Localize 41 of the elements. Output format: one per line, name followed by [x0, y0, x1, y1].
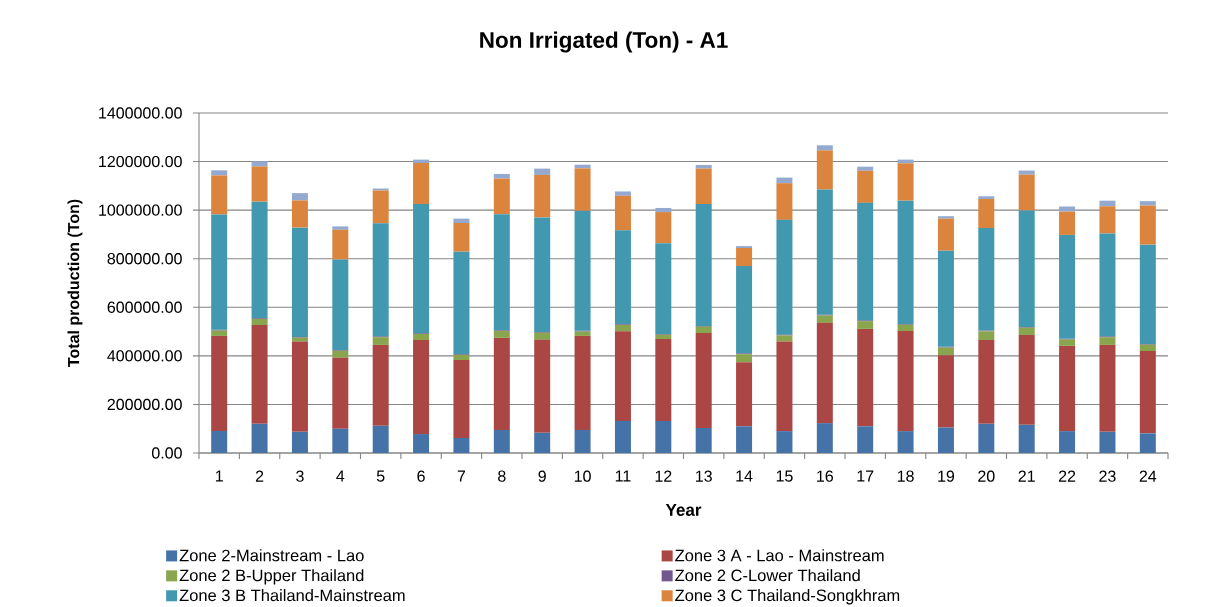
x-axis-title: Year — [665, 504, 702, 516]
x-tick-label: 8 — [498, 470, 506, 482]
x-tick-label: 2 — [255, 470, 264, 482]
x-tick-label: 17 — [857, 470, 874, 482]
x-tick-label: 20 — [978, 470, 995, 482]
y-tick-label: 1200000.00 — [99, 155, 182, 168]
x-tick-label: 16 — [817, 470, 834, 482]
x-tick-label: 22 — [1058, 470, 1076, 482]
x-tick-label: 6 — [417, 470, 425, 482]
legend-label: Zone 3 A - Lao - Mainstream — [675, 549, 884, 562]
x-tick-label: 21 — [1018, 470, 1035, 482]
x-tick-label: 7 — [457, 470, 466, 482]
y-tick-label: 200000.00 — [107, 398, 182, 411]
x-tick-label: 9 — [538, 470, 546, 482]
legend-label: Zone 2 C-Lower Thailand — [675, 569, 860, 582]
y-tick-label: 1000000.00 — [99, 204, 182, 216]
x-tick-label: 19 — [938, 470, 955, 482]
x-tick-label: 1 — [215, 470, 223, 482]
x-tick-label: 24 — [1139, 470, 1157, 482]
x-tick-label: 5 — [376, 470, 385, 482]
x-tick-label: 3 — [296, 470, 304, 482]
y-tick-label: 1400000.00 — [99, 107, 182, 119]
y-tick-label: 600000.00 — [107, 301, 182, 313]
x-tick-label: 15 — [776, 470, 793, 482]
y-axis-title: Total production (Ton) — [67, 199, 83, 367]
legend-label: Zone 2-Mainstream - Lao — [179, 549, 364, 562]
legend-label: Zone 2 B-Upper Thailand — [179, 569, 364, 585]
chart-title: Non Irrigated (Ton) - A1 — [480, 31, 728, 53]
legend-label: Zone 3 C Thailand-Songkhram — [675, 589, 900, 605]
x-tick-label: 4 — [336, 470, 345, 482]
legend-label: Zone 3 B Thailand-Mainstream — [179, 589, 405, 602]
x-tick-label: 11 — [615, 470, 631, 482]
x-tick-label: 23 — [1099, 470, 1116, 482]
x-tick-label: 13 — [696, 470, 712, 482]
x-tick-label: 18 — [897, 470, 914, 482]
y-tick-label: 0.00 — [151, 447, 182, 459]
x-tick-label: 14 — [736, 470, 753, 482]
y-tick-label: 400000.00 — [107, 350, 182, 362]
x-tick-label: 12 — [655, 470, 672, 482]
y-tick-label: 800000.00 — [107, 253, 182, 265]
x-tick-label: 10 — [574, 470, 591, 482]
